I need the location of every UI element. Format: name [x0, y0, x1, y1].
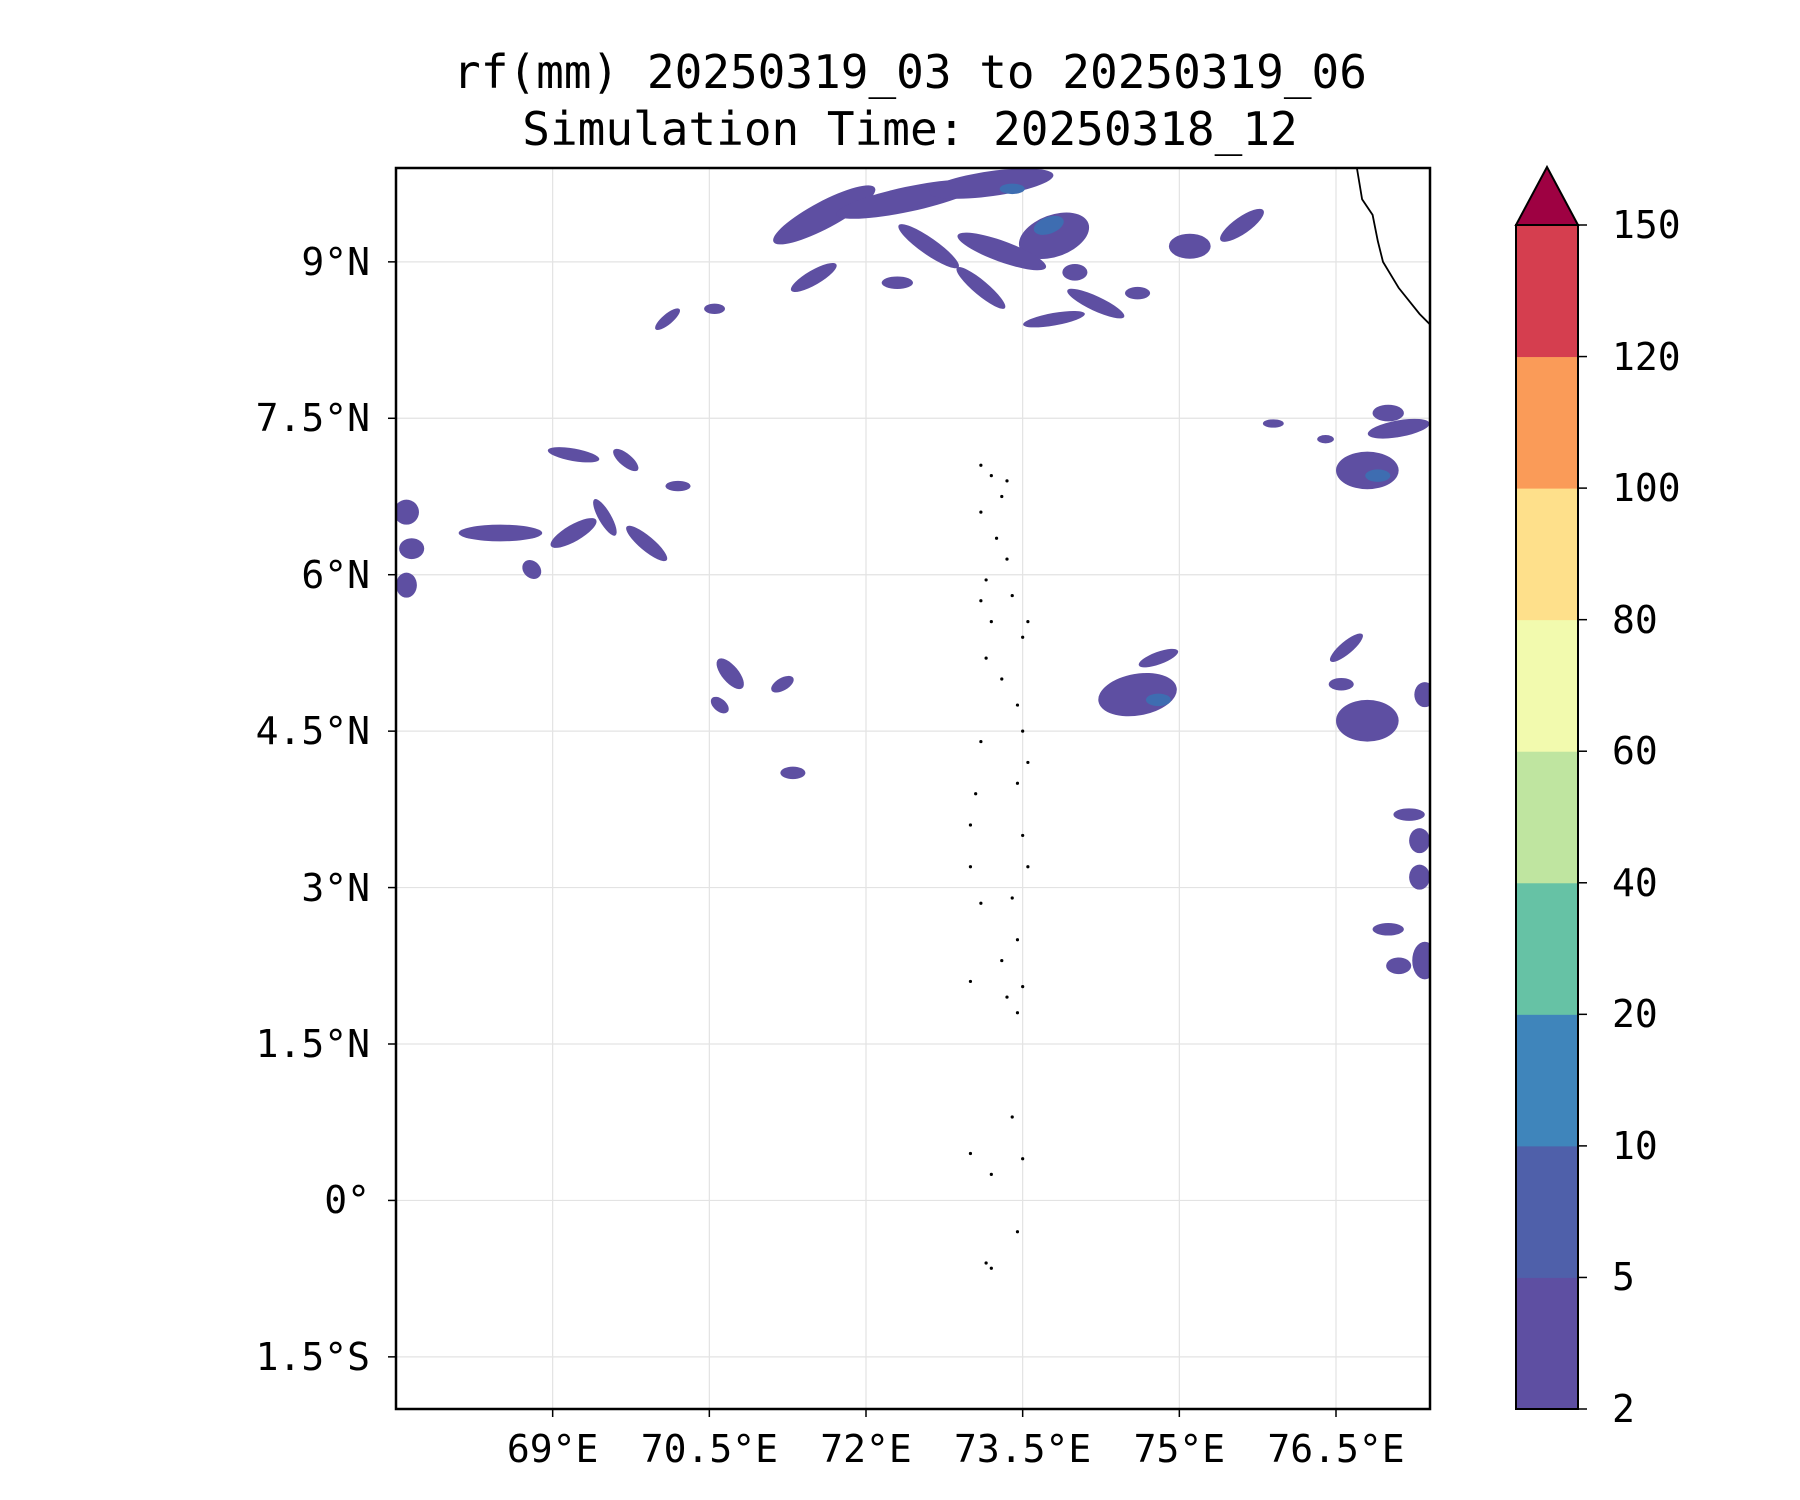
island-38 — [985, 1261, 988, 1264]
rain-cell-12 — [1169, 234, 1211, 259]
rain-cell-38 — [1336, 700, 1399, 742]
colorbar-label-3: 20 — [1612, 995, 1658, 1033]
rain-core-cell-2 — [1365, 469, 1390, 482]
colorbar — [1516, 167, 1587, 1410]
rain-cell-34 — [1336, 452, 1399, 490]
colorbar-label-9: 150 — [1612, 206, 1681, 244]
island-21 — [969, 823, 972, 826]
colorbar-segment-8 — [1516, 225, 1578, 357]
y-tick-label-6: 0° — [170, 1181, 370, 1219]
rain-cell-40 — [1393, 808, 1424, 821]
island-3 — [1000, 495, 1003, 498]
island-14 — [1000, 677, 1003, 680]
y-tick-label-7: 1.5°S — [170, 1338, 370, 1376]
rain-cell-43 — [1414, 682, 1435, 707]
rain-cell-21 — [459, 525, 543, 542]
rain-cell-19 — [394, 500, 419, 525]
island-9 — [990, 620, 993, 623]
colorbar-segment-3 — [1516, 883, 1578, 1015]
colorbar-label-6: 80 — [1612, 601, 1658, 639]
rain-core-cell-1 — [1146, 694, 1171, 707]
colorbar-label-5: 60 — [1612, 732, 1658, 770]
island-15 — [1016, 703, 1019, 706]
rain-cell-42 — [1409, 865, 1430, 890]
island-34 — [969, 1152, 972, 1155]
colorbar-label-7: 100 — [1612, 469, 1681, 507]
island-12 — [1026, 620, 1029, 623]
colorbar-extend-triangle — [1516, 167, 1578, 225]
island-18 — [1016, 782, 1019, 785]
island-25 — [979, 902, 982, 905]
colorbar-segment-5 — [1516, 620, 1578, 752]
island-26 — [969, 865, 972, 868]
island-1 — [990, 474, 993, 477]
colorbar-label-1: 5 — [1612, 1258, 1635, 1296]
colorbar-segment-7 — [1516, 357, 1578, 489]
island-36 — [1021, 1157, 1024, 1160]
colorbar-segment-6 — [1516, 488, 1578, 620]
colorbar-segment-1 — [1516, 1146, 1578, 1278]
rain-core-cell-3 — [1000, 184, 1025, 194]
island-31 — [1021, 985, 1024, 988]
rain-cell-45 — [1412, 942, 1437, 980]
rain-cell-14 — [1125, 287, 1150, 300]
rain-cell-20 — [399, 538, 424, 559]
island-29 — [969, 980, 972, 983]
y-tick-label-0: 9°N — [170, 243, 370, 281]
island-0 — [979, 464, 982, 467]
island-2 — [1005, 479, 1008, 482]
rain-cell-25 — [396, 573, 417, 598]
colorbar-label-2: 10 — [1612, 1127, 1658, 1165]
island-10 — [1011, 594, 1014, 597]
colorbar-label-8: 120 — [1612, 338, 1681, 376]
rain-cell-8 — [882, 276, 913, 289]
island-20 — [974, 792, 977, 795]
colorbar-segment-0 — [1516, 1277, 1578, 1409]
x-tick-label-5: 76.5°E — [1236, 1430, 1436, 1468]
y-tick-label-4: 3°N — [170, 869, 370, 907]
island-8 — [979, 599, 982, 602]
rain-cell-48 — [1317, 435, 1334, 443]
island-27 — [1016, 938, 1019, 941]
rain-cell-26 — [665, 481, 690, 491]
rain-cell-36 — [1373, 405, 1404, 422]
colorbar-label-0: 2 — [1612, 1390, 1635, 1428]
island-17 — [1026, 761, 1029, 764]
island-6 — [1005, 557, 1008, 560]
map-background — [396, 168, 1430, 1409]
island-19 — [979, 740, 982, 743]
island-24 — [1011, 896, 1014, 899]
y-tick-label-1: 7.5°N — [170, 399, 370, 437]
island-28 — [1000, 959, 1003, 962]
island-39 — [990, 1267, 993, 1270]
island-5 — [995, 537, 998, 540]
island-11 — [1021, 636, 1024, 639]
island-22 — [1021, 834, 1024, 837]
colorbar-segment-4 — [1516, 751, 1578, 883]
rain-cell-46 — [1386, 957, 1411, 974]
rain-cell-16 — [704, 304, 725, 314]
rain-cell-31 — [780, 767, 805, 780]
island-13 — [985, 657, 988, 660]
y-tick-label-5: 1.5°N — [170, 1025, 370, 1063]
colorbar-segment-2 — [1516, 1014, 1578, 1146]
rain-cell-44 — [1373, 923, 1404, 936]
y-tick-label-3: 4.5°N — [170, 712, 370, 750]
island-37 — [1016, 1230, 1019, 1233]
rain-cell-11 — [1062, 264, 1087, 281]
island-30 — [1005, 995, 1008, 998]
island-33 — [1011, 1115, 1014, 1118]
rain-cell-47 — [1263, 419, 1284, 427]
island-23 — [1026, 865, 1029, 868]
rain-cell-41 — [1409, 828, 1430, 853]
island-7 — [985, 578, 988, 581]
colorbar-label-4: 40 — [1612, 864, 1658, 902]
island-35 — [990, 1173, 993, 1176]
island-16 — [1021, 730, 1024, 733]
island-4 — [979, 511, 982, 514]
rain-cell-39 — [1329, 678, 1354, 691]
island-32 — [1016, 1011, 1019, 1014]
y-tick-label-2: 6°N — [170, 556, 370, 594]
